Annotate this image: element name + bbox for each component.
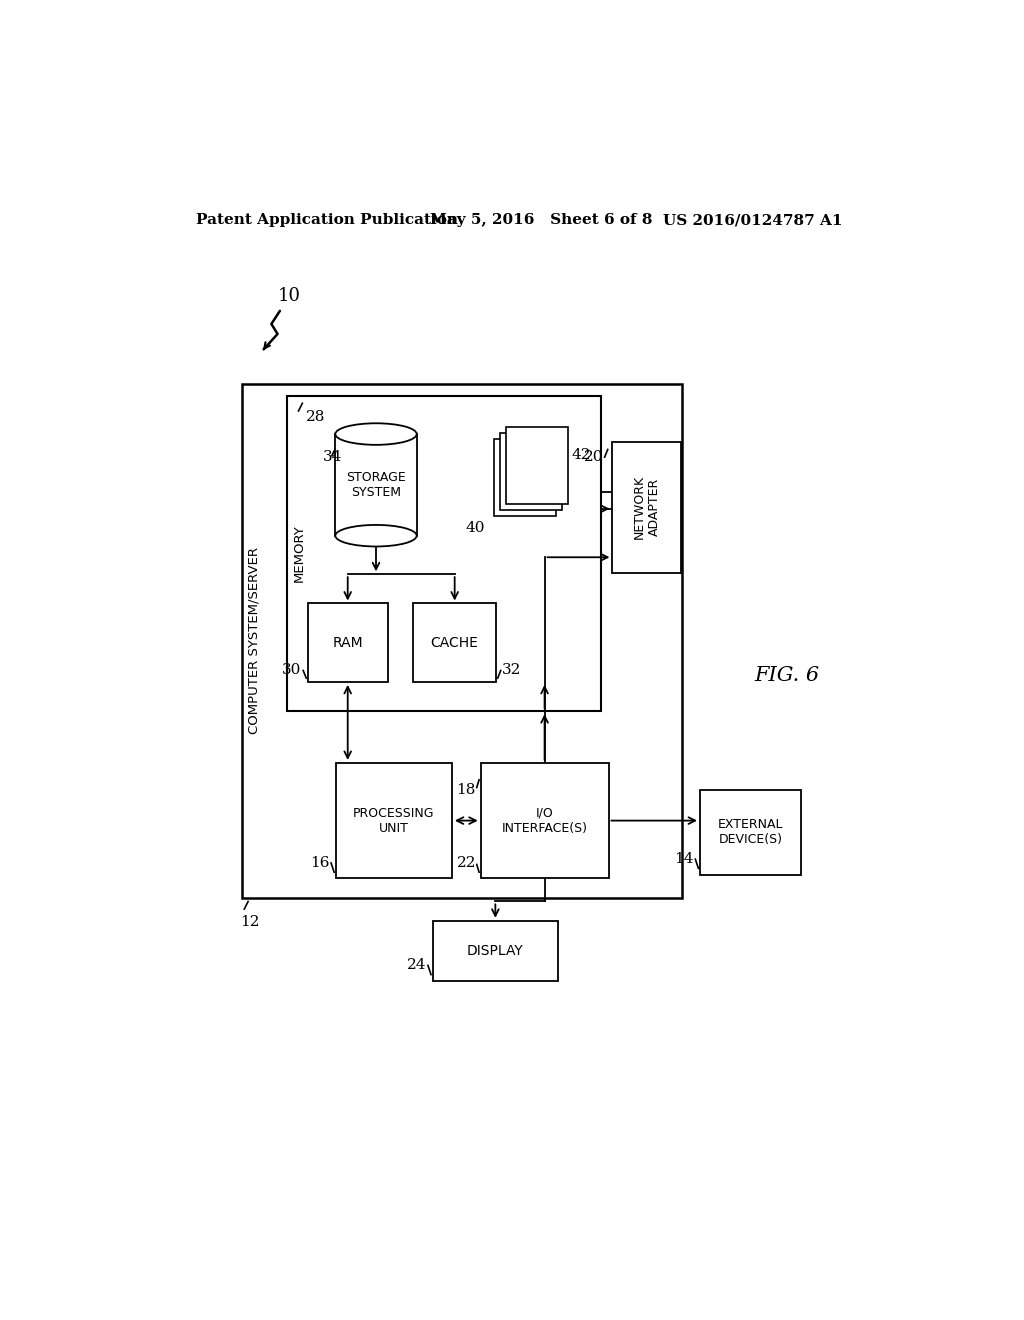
Bar bbox=[414, 603, 496, 682]
Bar bbox=[242, 384, 682, 898]
Text: 22: 22 bbox=[457, 855, 476, 870]
Text: 42: 42 bbox=[571, 447, 591, 462]
Text: 18: 18 bbox=[457, 783, 476, 797]
Bar bbox=[336, 763, 452, 878]
Text: 34: 34 bbox=[324, 450, 343, 465]
Text: 30: 30 bbox=[283, 664, 302, 677]
Text: PROCESSING
UNIT: PROCESSING UNIT bbox=[353, 807, 434, 834]
Text: 40: 40 bbox=[465, 521, 484, 535]
Text: RAM: RAM bbox=[333, 636, 364, 649]
Text: 16: 16 bbox=[310, 855, 330, 870]
Bar bbox=[480, 763, 608, 878]
Ellipse shape bbox=[335, 525, 417, 546]
Text: DISPLAY: DISPLAY bbox=[467, 944, 523, 958]
Text: 24: 24 bbox=[407, 958, 426, 973]
Text: CACHE: CACHE bbox=[431, 636, 478, 649]
Ellipse shape bbox=[335, 424, 417, 445]
Text: 12: 12 bbox=[241, 915, 260, 929]
Text: 20: 20 bbox=[584, 450, 603, 465]
Text: 14: 14 bbox=[674, 853, 693, 866]
Bar bbox=[335, 434, 417, 536]
Text: MEMORY: MEMORY bbox=[293, 524, 306, 582]
Bar bbox=[308, 603, 388, 682]
Text: US 2016/0124787 A1: US 2016/0124787 A1 bbox=[663, 213, 843, 227]
Text: 32: 32 bbox=[503, 664, 521, 677]
Bar bbox=[432, 921, 558, 981]
Bar bbox=[506, 428, 568, 504]
Text: Patent Application Publication: Patent Application Publication bbox=[197, 213, 458, 227]
Bar bbox=[494, 440, 556, 516]
Text: 28: 28 bbox=[306, 411, 326, 424]
Bar bbox=[700, 789, 801, 875]
Text: FIG. 6: FIG. 6 bbox=[755, 667, 819, 685]
Bar bbox=[500, 433, 562, 511]
Text: STORAGE
SYSTEM: STORAGE SYSTEM bbox=[346, 471, 406, 499]
Text: I/O
INTERFACE(S): I/O INTERFACE(S) bbox=[502, 807, 588, 834]
Text: 10: 10 bbox=[278, 286, 301, 305]
Text: May 5, 2016   Sheet 6 of 8: May 5, 2016 Sheet 6 of 8 bbox=[430, 213, 652, 227]
Text: NETWORK
ADAPTER: NETWORK ADAPTER bbox=[633, 475, 660, 540]
Text: COMPUTER SYSTEM/SERVER: COMPUTER SYSTEM/SERVER bbox=[248, 548, 261, 734]
Bar bbox=[612, 442, 681, 573]
Bar bbox=[287, 396, 601, 711]
Text: EXTERNAL
DEVICE(S): EXTERNAL DEVICE(S) bbox=[718, 818, 783, 846]
